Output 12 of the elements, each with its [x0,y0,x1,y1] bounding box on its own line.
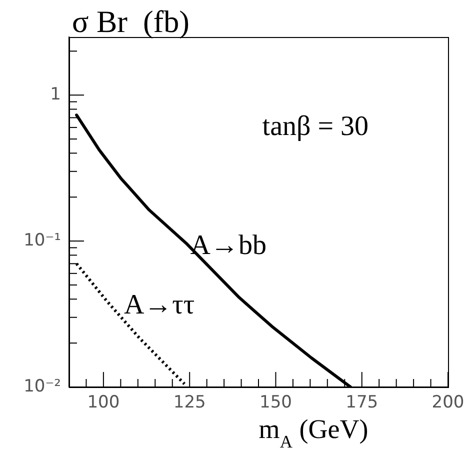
y-tick-label: 10⁻¹ [24,230,61,250]
x-tick-label: 125 [173,392,206,413]
x-tick-label: 150 [260,392,292,413]
annotation: A→bb [190,230,267,261]
x-tick-label: 100 [87,392,120,413]
y-tick-label: 10⁻² [24,376,61,396]
annotation: tanβ = 30 [262,111,369,142]
x-tick-label: 175 [346,392,378,413]
chart-title: σ Br (fb) [72,4,190,39]
annotation: A→ττ [124,290,195,320]
y-tick-label: 1 [50,84,61,105]
x-tick-label: 200 [432,392,464,413]
